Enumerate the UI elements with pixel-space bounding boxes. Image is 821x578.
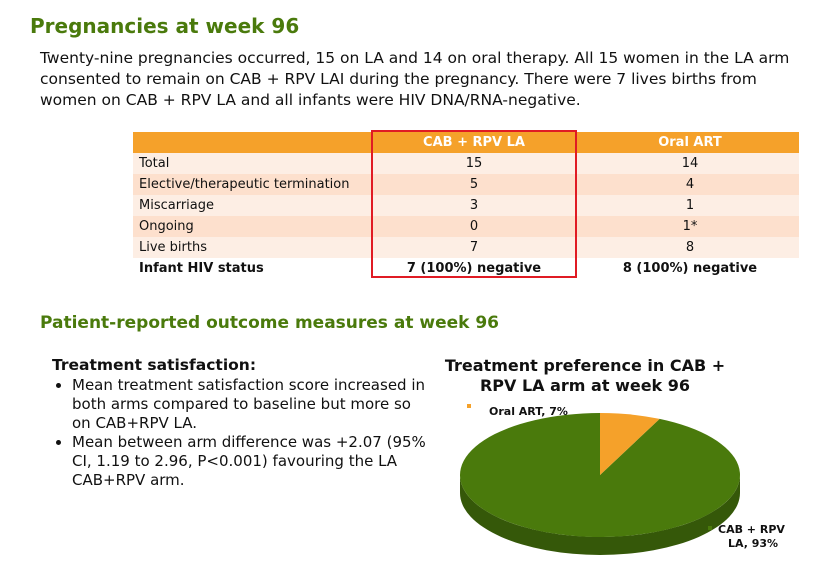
row-label: Miscarriage (133, 195, 367, 216)
row-la-value: 15 (367, 153, 581, 174)
pregnancy-table: CAB + RPV LA Oral ART Total 15 14 Electi… (133, 132, 799, 279)
table-row: Elective/therapeutic termination 5 4 (133, 174, 799, 195)
pie-slice-cab-rpv-la (459, 413, 740, 537)
pie-label-oral: Oral ART, 7% (489, 405, 568, 418)
table-header-la: CAB + RPV LA (367, 132, 581, 153)
row-oral-value: 14 (581, 153, 799, 174)
pie-slice-oral-art (600, 413, 660, 475)
row-oral-value: 1 (581, 195, 799, 216)
la-legend-marker (708, 526, 712, 530)
table-row-infant-status: Infant HIV status 7 (100%) negative 8 (1… (133, 258, 799, 279)
row-la-value: 0 (367, 216, 581, 237)
row-label: Elective/therapeutic termination (133, 174, 367, 195)
row-oral-value: 1* (581, 216, 799, 237)
row-la-value: 3 (367, 195, 581, 216)
satisfaction-bullet: Mean treatment satisfaction score increa… (72, 376, 432, 433)
section-heading-pro: Patient-reported outcome measures at wee… (40, 313, 500, 333)
table-row: Miscarriage 3 1 (133, 195, 799, 216)
satisfaction-list: Mean treatment satisfaction score increa… (52, 376, 432, 490)
row-label: Ongoing (133, 216, 367, 237)
intro-paragraph: Twenty-nine pregnancies occurred, 15 on … (40, 49, 790, 109)
row-oral-value: 4 (581, 174, 799, 195)
table-header-blank (133, 132, 367, 153)
table-header-oral: Oral ART (581, 132, 799, 153)
pie-label-la-line1: CAB + RPV (718, 523, 785, 536)
preference-pie-chart: Oral ART, 7% CAB + RPV LA, 93% (459, 404, 785, 555)
row-oral-value: 8 (100%) negative (581, 258, 799, 279)
table-row: Live births 7 8 (133, 237, 799, 258)
pie-label-la-line2: LA, 93% (728, 537, 778, 550)
row-label: Infant HIV status (133, 258, 367, 279)
pie-title: Treatment preference in CAB + RPV LA arm… (444, 356, 726, 395)
satisfaction-title: Treatment satisfaction: (52, 356, 257, 374)
row-label: Total (133, 153, 367, 174)
row-la-value: 7 (100%) negative (367, 258, 581, 279)
row-la-value: 7 (367, 237, 581, 258)
table-header-row: CAB + RPV LA Oral ART (133, 132, 799, 153)
pie-side-la (460, 475, 740, 555)
row-oral-value: 8 (581, 237, 799, 258)
satisfaction-bullet: Mean between arm difference was +2.07 (9… (72, 433, 432, 490)
page-heading: Pregnancies at week 96 (30, 14, 300, 38)
table-row: Ongoing 0 1* (133, 216, 799, 237)
row-label: Live births (133, 237, 367, 258)
table-row: Total 15 14 (133, 153, 799, 174)
row-la-value: 5 (367, 174, 581, 195)
oral-legend-marker (467, 404, 471, 408)
